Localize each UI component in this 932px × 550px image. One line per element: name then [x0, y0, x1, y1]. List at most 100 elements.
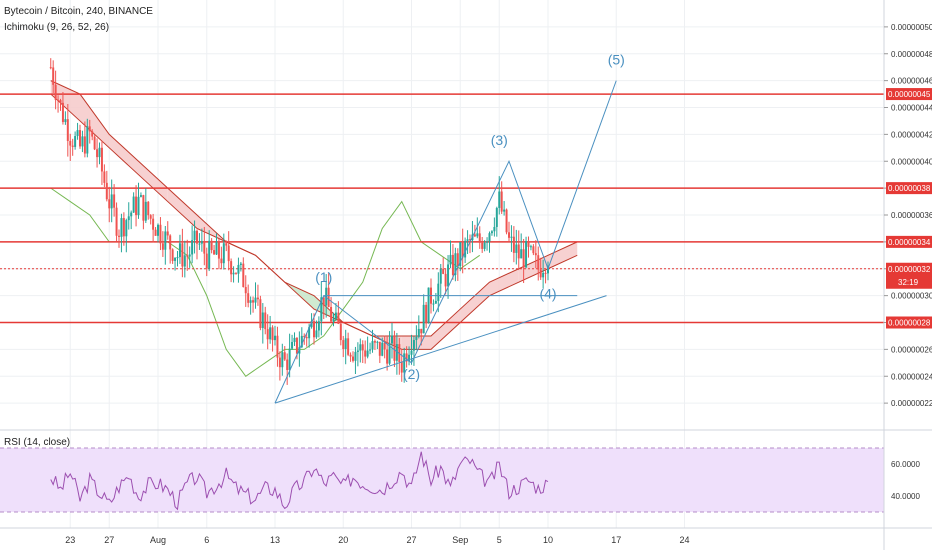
candle-body — [315, 330, 318, 338]
price-tick-label: 0.00000036 — [891, 211, 932, 220]
candle-body — [310, 321, 313, 328]
candle-body — [412, 340, 415, 351]
time-tick-label: Aug — [150, 535, 166, 545]
candle-body — [203, 241, 206, 254]
chart-title: Bytecoin / Bitcoin, 240, BINANCE — [4, 6, 153, 17]
candle-body — [86, 126, 89, 154]
candle-body — [493, 226, 496, 232]
last-price-label: 0.00000032 — [888, 265, 931, 274]
candle-body — [439, 268, 442, 284]
candle-body — [93, 136, 96, 150]
candle-body — [171, 249, 174, 261]
price-tick-label: 0.00000026 — [891, 345, 932, 354]
price-tick-label: 0.00000048 — [891, 50, 932, 59]
wave-label: (2) — [403, 366, 420, 382]
candle-body — [332, 318, 335, 322]
candle-body — [79, 130, 81, 147]
horizontal-levels[interactable] — [0, 93, 884, 324]
candle-body — [527, 241, 530, 247]
cloud-segment — [489, 268, 519, 296]
candle-body — [534, 253, 537, 256]
candle-body — [261, 312, 264, 329]
candle-body — [61, 102, 64, 123]
time-tick-label: Sep — [452, 535, 468, 545]
candle-body — [454, 253, 457, 275]
support-trendline[interactable] — [274, 295, 607, 404]
candle-body — [66, 119, 69, 141]
candle-body — [120, 218, 123, 237]
candle-body — [232, 272, 235, 275]
candle-body — [135, 196, 138, 216]
candle-body — [244, 287, 247, 294]
candle-body — [115, 207, 118, 236]
candle-body — [371, 341, 374, 350]
candle-body — [295, 337, 298, 354]
candle-body — [256, 297, 259, 300]
candle-body — [139, 195, 142, 197]
wave-path[interactable] — [274, 80, 617, 404]
candle-body — [461, 242, 464, 258]
candle-body — [152, 218, 155, 230]
candle-body — [517, 244, 520, 259]
candle-body — [230, 261, 233, 275]
candle-body — [410, 350, 413, 355]
candle-body — [442, 268, 445, 274]
candle-body — [235, 272, 237, 274]
candle-body — [183, 255, 186, 267]
candle-body — [237, 264, 240, 274]
candle-body — [271, 327, 274, 341]
candlestick-series — [49, 58, 549, 385]
candle-body — [405, 353, 408, 362]
candle-body — [149, 215, 152, 219]
candle-body — [254, 297, 257, 303]
candle-body — [130, 212, 133, 217]
candle-body — [417, 328, 420, 337]
candle-body — [490, 231, 493, 234]
candle-body — [205, 253, 208, 269]
candle-body — [76, 130, 79, 137]
level-price-tag — [886, 316, 932, 329]
indicator-label: Ichimoku (9, 26, 52, 26) — [4, 22, 110, 33]
price-tick-label: 0.00000050 — [891, 23, 932, 32]
candle-body — [281, 352, 284, 368]
candle-body — [161, 243, 164, 250]
elliott-wave-drawing[interactable]: (1) (2) (3) (4) (5) — [274, 52, 625, 404]
candle-body — [283, 352, 286, 360]
candle-body — [217, 241, 220, 259]
wave-label: (1) — [315, 269, 332, 285]
candle-body — [125, 220, 128, 237]
time-tick-label: 17 — [611, 535, 621, 545]
candle-body — [505, 209, 508, 233]
candle-body — [364, 350, 367, 357]
candle-body — [59, 100, 62, 103]
candle-body — [169, 235, 172, 250]
candle-body — [520, 249, 523, 259]
candle-body — [313, 321, 315, 338]
candle-body — [525, 241, 528, 268]
level-price-label: 0.00000045 — [888, 90, 931, 99]
time-tick-label: 10 — [543, 535, 553, 545]
candle-body — [278, 357, 281, 368]
candle-body — [181, 243, 184, 267]
candle-body — [456, 253, 459, 267]
candle-body — [57, 99, 60, 101]
span-a-line — [50, 80, 578, 337]
candle-body — [222, 243, 225, 264]
candle-body — [247, 293, 250, 303]
candle-body — [330, 306, 333, 322]
candle-body — [100, 147, 103, 172]
candle-body — [339, 323, 342, 341]
time-tick-label: 5 — [497, 535, 502, 545]
time-tick-label: 24 — [679, 535, 689, 545]
candle-body — [515, 244, 518, 253]
candle-body — [464, 240, 467, 258]
candle-body — [210, 240, 213, 251]
candle-body — [274, 335, 276, 341]
candle-body — [286, 359, 289, 371]
candle-body — [420, 328, 423, 334]
wave-label: (3) — [491, 132, 508, 148]
candle-body — [444, 273, 447, 287]
wave-label: (4) — [539, 285, 556, 301]
candle-body — [415, 336, 418, 341]
candle-body — [512, 236, 515, 253]
